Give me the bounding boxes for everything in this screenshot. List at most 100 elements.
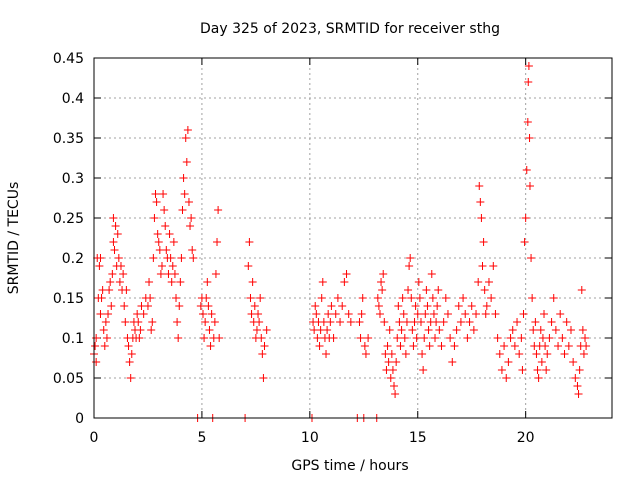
data-point: [250, 302, 259, 310]
data-point: [380, 318, 389, 326]
data-point: [434, 286, 443, 294]
data-point: [326, 318, 335, 326]
data-point: [549, 294, 558, 302]
data-point: [104, 310, 113, 318]
data-point: [260, 342, 269, 350]
data-point: [532, 350, 541, 358]
data-point: [391, 390, 400, 398]
data-point: [531, 318, 540, 326]
data-point: [100, 342, 109, 350]
data-point: [554, 342, 563, 350]
data-point: [111, 222, 120, 230]
data-point: [484, 278, 493, 286]
data-point: [331, 310, 340, 318]
data-point: [533, 366, 542, 374]
data-point: [495, 350, 504, 358]
data-point: [151, 190, 160, 198]
data-point: [262, 326, 271, 334]
data-point: [106, 278, 115, 286]
data-point: [401, 350, 410, 358]
data-point: [422, 286, 431, 294]
data-point: [187, 214, 196, 222]
data-point: [124, 342, 133, 350]
data-point: [97, 294, 106, 302]
data-point: [519, 310, 528, 318]
data-point: [405, 262, 414, 270]
x-tick-label: 5: [197, 430, 206, 446]
data-point: [525, 182, 534, 190]
data-point: [147, 326, 156, 334]
data-point: [113, 230, 122, 238]
data-point: [336, 318, 345, 326]
data-point: [529, 326, 538, 334]
data-point: [175, 302, 184, 310]
data-point: [424, 326, 433, 334]
x-tick-label: 20: [517, 430, 535, 446]
data-point: [122, 286, 131, 294]
data-point: [409, 342, 418, 350]
data-point: [394, 302, 403, 310]
data-point: [186, 222, 195, 230]
data-point: [313, 334, 322, 342]
data-point: [183, 126, 192, 134]
y-tick-label: 0.1: [62, 331, 84, 347]
data-point: [390, 382, 399, 390]
data-point: [254, 310, 263, 318]
data-point: [101, 318, 110, 326]
data-point: [427, 270, 436, 278]
data-point: [109, 238, 118, 246]
data-point: [435, 326, 444, 334]
data-point: [110, 246, 119, 254]
data-point: [364, 334, 373, 342]
data-point: [412, 334, 421, 342]
data-point: [91, 342, 100, 350]
y-tick-label: 0.4: [62, 91, 84, 107]
data-point: [120, 302, 129, 310]
data-point: [139, 310, 148, 318]
data-point: [527, 254, 536, 262]
data-point: [465, 318, 474, 326]
data-point: [487, 294, 496, 302]
data-point: [322, 350, 331, 358]
data-point: [355, 318, 364, 326]
data-point: [524, 62, 533, 70]
data-point: [408, 326, 417, 334]
data-point: [329, 334, 338, 342]
data-point: [446, 334, 455, 342]
data-point: [323, 326, 332, 334]
data-point: [109, 214, 118, 222]
y-axis-label: SRMTID / TECUs: [6, 182, 22, 295]
data-point: [564, 342, 573, 350]
data-point: [431, 334, 440, 342]
data-point: [425, 342, 434, 350]
data-point: [419, 366, 428, 374]
data-point: [384, 358, 393, 366]
plot-frame: [93, 57, 613, 419]
data-point: [374, 302, 383, 310]
y-tick-label: 0.15: [53, 291, 84, 307]
data-point: [399, 310, 408, 318]
data-point: [397, 326, 406, 334]
data-point: [257, 334, 266, 342]
data-point: [256, 294, 265, 302]
data-point: [456, 318, 465, 326]
data-point: [99, 326, 108, 334]
data-point: [176, 278, 185, 286]
data-point: [377, 278, 386, 286]
data-point: [126, 374, 135, 382]
data-point: [398, 294, 407, 302]
data-point: [205, 326, 214, 334]
data-point: [396, 342, 405, 350]
data-point: [577, 286, 586, 294]
data-point: [497, 366, 506, 374]
data-point: [571, 374, 580, 382]
data-point: [358, 294, 367, 302]
data-point: [338, 302, 347, 310]
data-point: [96, 310, 105, 318]
data-point: [172, 294, 181, 302]
data-point: [575, 366, 584, 374]
data-point: [479, 238, 488, 246]
data-point: [344, 310, 353, 318]
data-point: [179, 174, 188, 182]
